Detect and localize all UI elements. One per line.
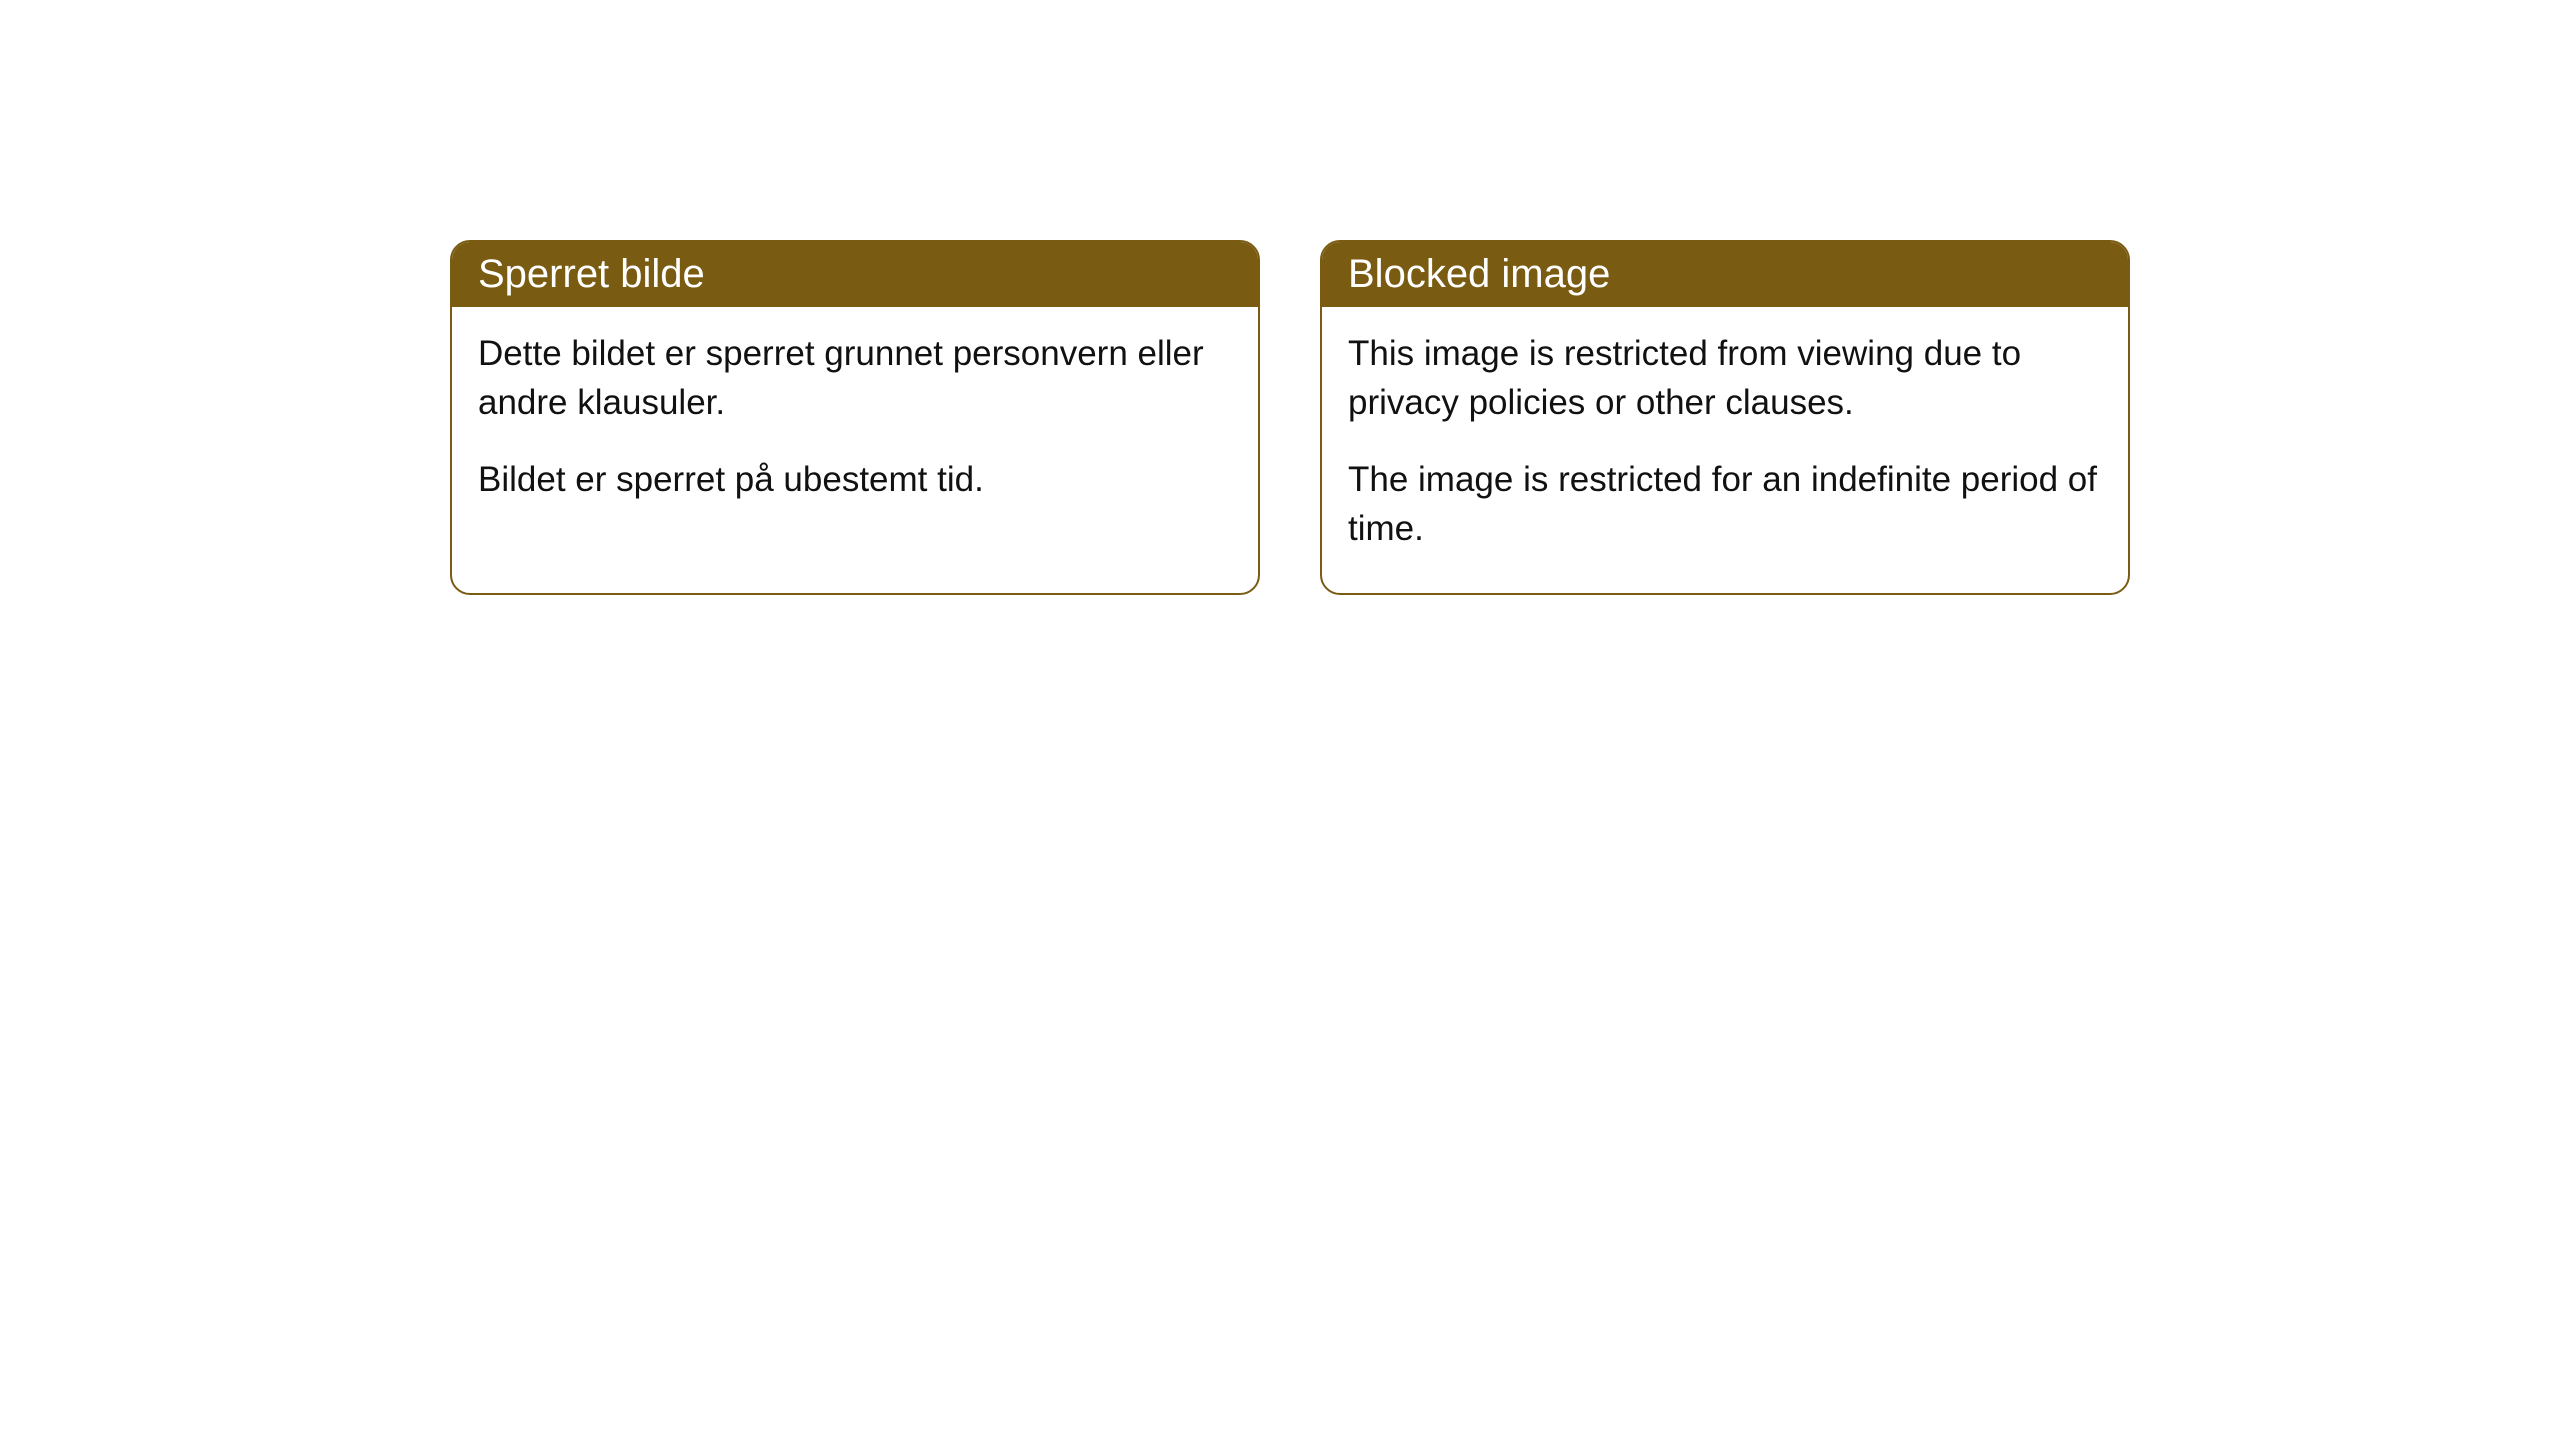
card-body: This image is restricted from viewing du… (1322, 307, 2128, 593)
card-body: Dette bildet er sperret grunnet personve… (452, 307, 1258, 544)
card-paragraph: The image is restricted for an indefinit… (1348, 455, 2102, 553)
card-header: Blocked image (1322, 242, 2128, 307)
card-paragraph: Dette bildet er sperret grunnet personve… (478, 329, 1232, 427)
card-paragraph: Bildet er sperret på ubestemt tid. (478, 455, 1232, 504)
card-header: Sperret bilde (452, 242, 1258, 307)
card-paragraph: This image is restricted from viewing du… (1348, 329, 2102, 427)
notice-container: Sperret bilde Dette bildet er sperret gr… (0, 0, 2560, 595)
blocked-image-card-en: Blocked image This image is restricted f… (1320, 240, 2130, 595)
blocked-image-card-no: Sperret bilde Dette bildet er sperret gr… (450, 240, 1260, 595)
